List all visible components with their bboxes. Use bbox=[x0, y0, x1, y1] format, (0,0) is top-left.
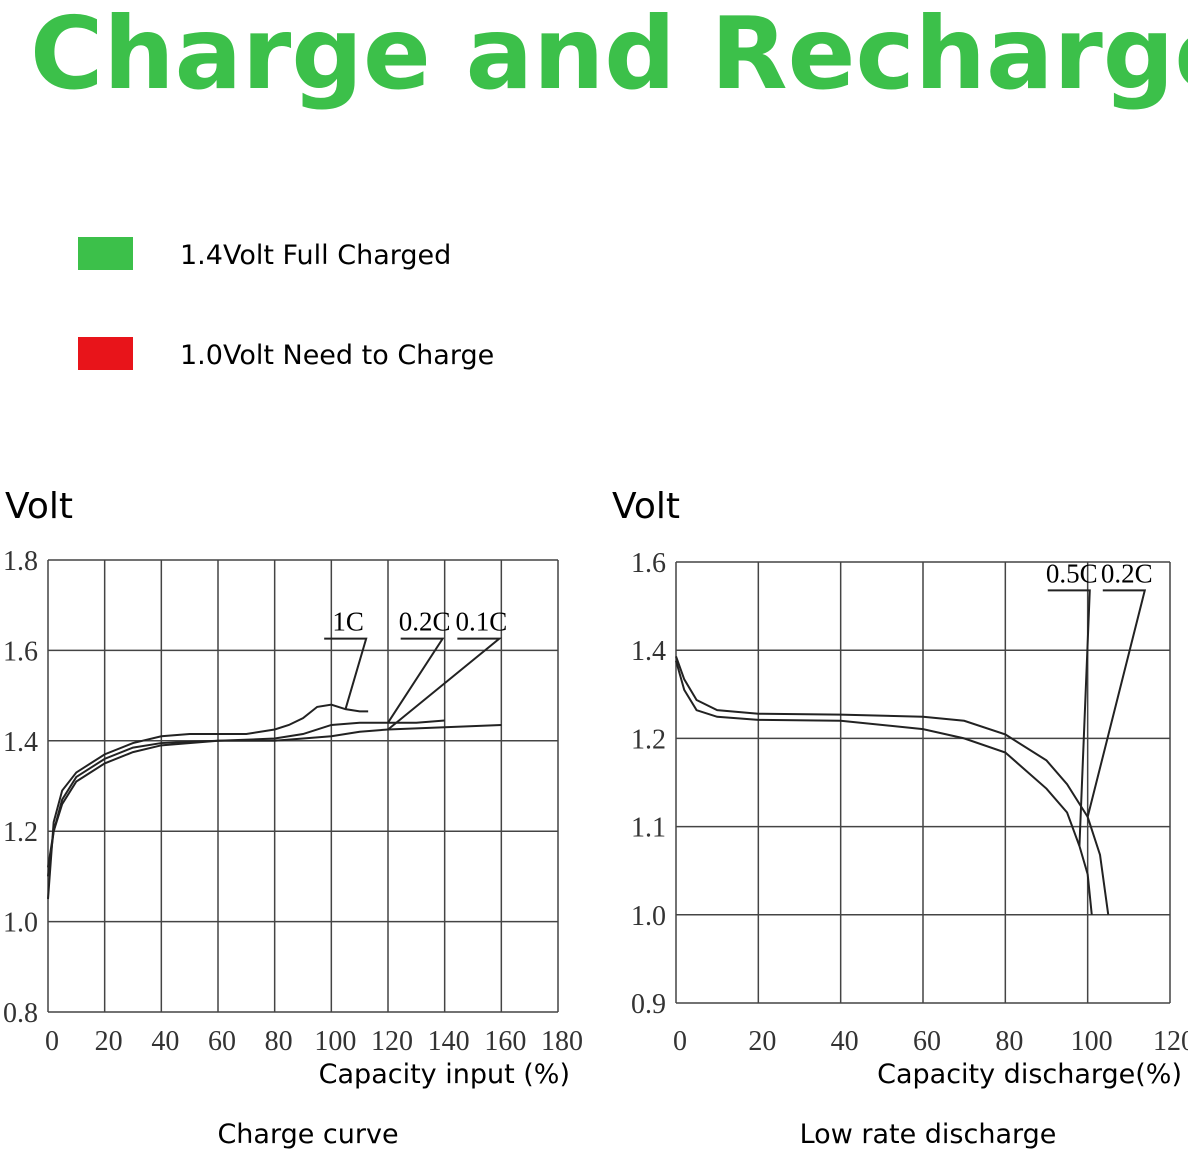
y-tick-label: 1.1 bbox=[631, 813, 666, 844]
legend-swatch bbox=[78, 237, 133, 270]
x-tick-label: 20 bbox=[95, 1026, 123, 1057]
x-axis-label: Capacity input (%) bbox=[319, 1059, 570, 1090]
y-tick-label: 1.0 bbox=[631, 901, 666, 932]
y-tick-label: 0.9 bbox=[631, 989, 666, 1020]
x-tick-label: 60 bbox=[913, 1026, 941, 1057]
series-label: 0.2C bbox=[399, 607, 451, 637]
series-label: 0.5C bbox=[1046, 558, 1098, 588]
annotation-leader bbox=[324, 637, 368, 710]
series-line bbox=[47, 723, 502, 868]
chart-title: Charge curve bbox=[217, 1119, 398, 1150]
legend-label: 1.0Volt Need to Charge bbox=[180, 340, 494, 371]
y-axis-label: Volt bbox=[5, 486, 73, 527]
x-tick-label: 40 bbox=[831, 1026, 859, 1057]
series-label: 0.1C bbox=[455, 607, 507, 637]
y-tick-label: 1.6 bbox=[3, 636, 38, 667]
x-tick-label: 0 bbox=[45, 1026, 59, 1057]
chart-title: Low rate discharge bbox=[800, 1119, 1057, 1150]
x-tick-label: 180 bbox=[541, 1026, 583, 1057]
x-tick-label: 160 bbox=[484, 1026, 526, 1057]
x-tick-label: 140 bbox=[428, 1026, 470, 1057]
page-title: Charge and Recharge bbox=[30, 0, 1188, 112]
x-axis-label: Capacity discharge(%) bbox=[877, 1059, 1182, 1090]
y-tick-label: 1.2 bbox=[631, 724, 666, 755]
y-tick-label: 1.6 bbox=[631, 548, 666, 579]
series-line bbox=[675, 660, 1093, 915]
x-tick-label: 80 bbox=[265, 1026, 293, 1057]
x-tick-label: 120 bbox=[371, 1026, 413, 1057]
y-tick-label: 1.4 bbox=[631, 636, 666, 667]
x-tick-label: 100 bbox=[1071, 1026, 1113, 1057]
series-line bbox=[47, 719, 445, 877]
series-line bbox=[47, 703, 369, 900]
x-tick-label: 40 bbox=[151, 1026, 179, 1057]
x-tick-label: 60 bbox=[208, 1026, 236, 1057]
y-tick-label: 1.0 bbox=[3, 908, 38, 939]
x-tick-label: 100 bbox=[314, 1026, 356, 1057]
legend-label: 1.4Volt Full Charged bbox=[180, 240, 451, 271]
x-tick-label: 20 bbox=[748, 1026, 776, 1057]
series-label: 1C bbox=[332, 607, 364, 637]
y-tick-label: 0.8 bbox=[3, 998, 38, 1029]
annotation-leader bbox=[1086, 589, 1147, 818]
x-tick-label: 120 bbox=[1153, 1026, 1188, 1057]
y-tick-label: 1.4 bbox=[3, 727, 38, 758]
annotation-leader bbox=[1047, 589, 1091, 847]
x-tick-label: 80 bbox=[995, 1026, 1023, 1057]
annotation-leader bbox=[387, 637, 445, 724]
x-tick-label: 0 bbox=[673, 1026, 687, 1057]
legend-swatch bbox=[78, 337, 133, 370]
y-tick-label: 1.8 bbox=[3, 546, 38, 577]
y-tick-label: 1.2 bbox=[3, 817, 38, 848]
series-label: 0.2C bbox=[1101, 558, 1153, 588]
series-line bbox=[675, 656, 1110, 915]
annotation-leader bbox=[387, 637, 503, 731]
y-axis-label: Volt bbox=[612, 486, 680, 527]
